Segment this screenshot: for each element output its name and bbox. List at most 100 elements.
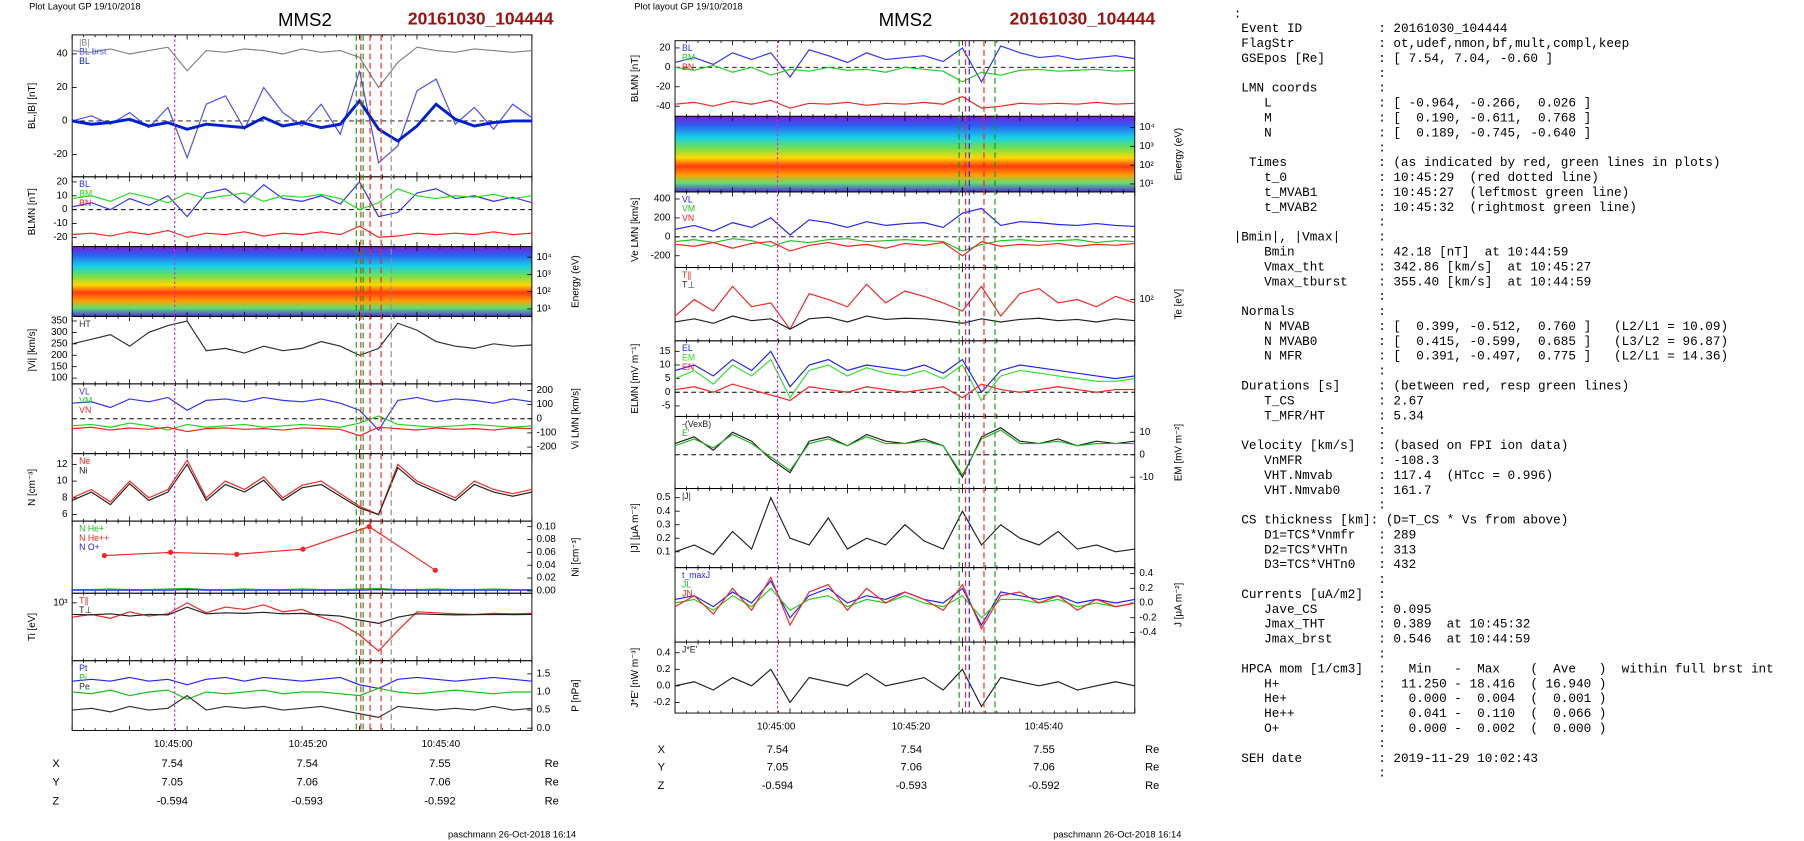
ephemeris-label: Z [658, 780, 665, 792]
legend-entry: EL [682, 343, 693, 353]
ephemeris-unit: Re [1145, 762, 1159, 774]
info-line: : [1234, 140, 1386, 155]
info-line: : [1234, 289, 1386, 304]
ephemeris-value: 7.06 [901, 762, 923, 774]
series-line [72, 225, 532, 238]
event-id: 20161030_104444 [1010, 8, 1156, 28]
info-line: Event ID : 20161030_104444 [1234, 21, 1508, 36]
ephemeris-value: 7.55 [1033, 744, 1055, 756]
series-line [674, 429, 1135, 477]
ephemeris-value: 7.06 [1033, 762, 1055, 774]
legend-entry: N He+ [79, 524, 104, 534]
info-line: Durations [s] : (between red, resp green… [1234, 379, 1630, 394]
y-tick-label: 0.2 [657, 533, 671, 544]
y-tick-label: 150 [51, 361, 68, 372]
y-tick-label: 200 [537, 385, 554, 396]
y-tick-label: 300 [51, 327, 68, 338]
y-tick-label: 40 [57, 49, 68, 60]
y-axis-label: J [μA m⁻²] [1174, 582, 1185, 627]
plot-title: MMS2 [278, 9, 332, 30]
info-line: N : [ 0.189, -0.745, -0.640 ] [1234, 125, 1592, 140]
info-line: VnMFR : -108.3 [1234, 453, 1439, 468]
legend-entry: BL [79, 56, 90, 66]
ephemeris-value: 7.05 [161, 777, 183, 789]
y-tick-label: 0 [62, 116, 68, 127]
y-tick-label: 10⁴ [1139, 122, 1154, 133]
series-line [71, 463, 533, 516]
info-line: D3=TCS*VHTn0 : 432 [1234, 557, 1417, 572]
series-line [674, 575, 1135, 631]
data-point [101, 553, 107, 559]
legend-entry: VM [79, 396, 92, 406]
legend-entry: BL [682, 43, 693, 53]
legend-entry: HT [79, 319, 91, 329]
y-tick-label: 10 [57, 190, 68, 201]
info-line: Vmax_tht : 342.86 [km/s] at 10:45:27 [1234, 259, 1592, 274]
legend-entry: JN [682, 589, 693, 599]
series-line [674, 240, 1135, 257]
info-line: Jmax_brst : 0.546 at 10:44:59 [1234, 632, 1531, 647]
y-tick-label: 10² [537, 286, 552, 297]
ephemeris-unit: Re [545, 795, 559, 807]
y-tick-label: 0.2 [1139, 583, 1153, 594]
info-line: Bmin : 42.18 [nT] at 10:44:59 [1234, 245, 1569, 260]
info-line: GSEpos [Re] : [ 7.54, 7.04, -0.60 ] [1234, 51, 1553, 66]
info-line: t_0 : 10:45:29 (red dotted line) [1234, 170, 1599, 185]
y-tick-label: 15 [659, 346, 670, 357]
y-tick-label: 0.3 [657, 519, 671, 530]
legend-entry: BN [682, 62, 694, 72]
info-line: Vmax_tburst : 355.40 [km/s] at 10:44:59 [1234, 274, 1592, 289]
y-axis-label: BLMN [nT] [630, 55, 641, 102]
info-line: CS thickness [km]: (D=T_CS * Vs from abo… [1234, 513, 1569, 528]
y-tick-label: -100 [537, 428, 557, 439]
info-line: : [1234, 6, 1242, 21]
y-tick-label: 200 [51, 350, 68, 361]
y-tick-label: 0 [665, 62, 671, 73]
info-line: N MFR : [ 0.391, -0.497, 0.775 ] (L2/L1 … [1234, 349, 1728, 364]
legend-entry: VM [682, 204, 695, 214]
y-tick-label: 0.5 [537, 705, 551, 716]
info-line: : [1234, 423, 1386, 438]
data-point [234, 551, 240, 557]
info-line: VHT.Nmvab : 117.4 (HTcc = 0.996) [1234, 468, 1553, 483]
legend-entry: Ne [79, 456, 90, 466]
info-line: Velocity [km/s] : (based on FPI ion data… [1234, 438, 1569, 453]
y-axis-label: |J| [μA m⁻²] [630, 503, 641, 553]
y-tick-label: 0 [1139, 449, 1145, 460]
series-line [674, 358, 1135, 402]
y-axis-label: Ni [cm⁻³] [571, 537, 582, 576]
legend-entry: T⊥ [79, 605, 92, 615]
legend-entry: N He++ [79, 533, 109, 543]
y-tick-label: 0.5 [657, 492, 671, 503]
y-tick-label: -20 [53, 149, 68, 160]
legend-entry: t_maxJ [682, 570, 710, 580]
ephemeris-label: Y [658, 762, 666, 774]
info-line: : [1234, 736, 1386, 751]
y-tick-label: -200 [537, 442, 557, 453]
y-tick-label: 0.08 [537, 534, 557, 545]
x-tick-label: 10:45:00 [757, 722, 796, 733]
ephemeris-value: 7.54 [901, 744, 923, 756]
series-line [674, 238, 1135, 252]
legend-entry: VL [79, 386, 90, 396]
series-line [674, 668, 1135, 708]
ephemeris-value: -0.592 [1028, 780, 1059, 792]
series-line [674, 350, 1135, 394]
info-line: N MVAB0 : [ 0.415, -0.599, 0.685 ] (L3/L… [1234, 334, 1728, 349]
series-line [674, 45, 1135, 84]
legend-entry: T∥ [79, 596, 89, 606]
y-tick-label: 12 [57, 459, 68, 470]
y-tick-label: 0 [62, 204, 68, 215]
series-line [72, 589, 532, 591]
y-tick-label: 20 [57, 177, 68, 188]
series-line [72, 70, 533, 164]
series-line [674, 383, 1135, 402]
legend-entry: |J| [682, 491, 691, 501]
y-tick-label: 5 [665, 373, 671, 384]
info-line: N MVAB : [ 0.399, -0.512, 0.760 ] (L2/L1… [1234, 319, 1728, 334]
series-line [72, 396, 532, 431]
info-line: O+ : 0.000 - 0.002 ( 0.000 ) [1234, 721, 1607, 736]
y-tick-label: -40 [656, 101, 671, 112]
y-tick-label: 10 [659, 360, 670, 371]
data-point [167, 549, 174, 555]
